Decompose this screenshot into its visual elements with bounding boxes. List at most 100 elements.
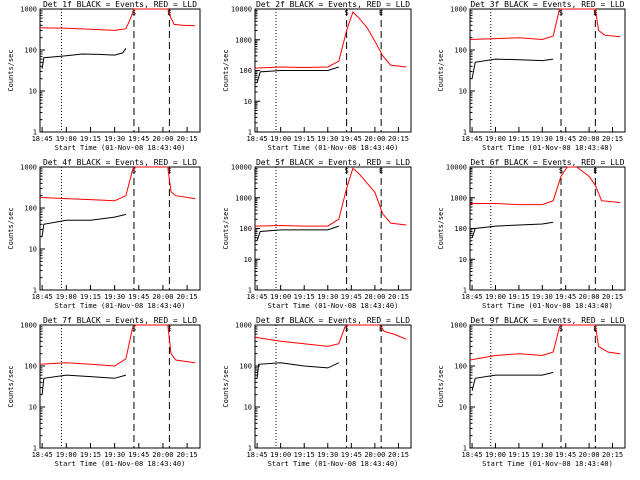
x-tick-label: 19:45: [128, 451, 149, 459]
plot-frame: [254, 324, 412, 449]
y-tick-label: 10: [244, 256, 252, 264]
x-tick-label: 20:00: [579, 293, 600, 301]
y-tick-label: 100: [24, 47, 37, 55]
lld-series-line: [39, 8, 196, 31]
panel-title: Det 1f BLACK = Events, RED = LLD: [43, 0, 197, 9]
x-tick-label: 19:00: [56, 293, 77, 301]
panel-title: Det 3f BLACK = Events, RED = LLD: [470, 0, 624, 9]
y-tick-label: 1: [463, 129, 467, 137]
x-tick-label: 20:15: [177, 293, 198, 301]
x-tick-label: 20:15: [602, 293, 623, 301]
events-series-line: [471, 371, 554, 391]
y-tick-label: 1000: [450, 6, 467, 14]
x-axis-label: Start Time (01-Nov-08 18:43:40): [482, 144, 613, 152]
panel-title: Det 4f BLACK = Events, RED = LLD: [43, 158, 197, 167]
start-marker: S: [559, 325, 563, 333]
x-axis-label: Start Time (01-Nov-08 18:43:40): [268, 144, 399, 152]
y-tick-label: 100: [454, 225, 467, 233]
start-marker: S: [132, 325, 136, 333]
x-tick-label: 18:45: [462, 135, 483, 143]
plot-frame: [39, 166, 201, 291]
x-tick-label: 19:00: [56, 451, 77, 459]
x-tick-label: 20:00: [152, 135, 173, 143]
x-tick-label: 20:00: [364, 135, 385, 143]
x-tick-label: 18:45: [247, 135, 268, 143]
x-tick-label: 19:00: [485, 293, 506, 301]
y-axis-label: Counts/sec: [7, 207, 15, 249]
y-tick-label: 10: [29, 246, 37, 254]
x-tick-label: 20:15: [602, 135, 623, 143]
y-tick-label: 1: [248, 129, 252, 137]
y-tick-label: 10: [459, 404, 467, 412]
y-tick-label: 1: [248, 287, 252, 295]
y-tick-label: 1: [33, 445, 37, 453]
x-tick-label: 19:45: [128, 135, 149, 143]
x-axis-label: Start Time (01-Nov-08 18:43:40): [268, 460, 399, 468]
y-tick-label: 1: [33, 287, 37, 295]
x-tick-label: 20:15: [177, 135, 198, 143]
y-tick-label: 1: [33, 129, 37, 137]
start-marker: S: [559, 9, 563, 17]
x-tick-label: 19:45: [341, 135, 362, 143]
y-tick-label: 1: [463, 445, 467, 453]
plot-frame: [469, 166, 626, 291]
y-tick-label: 1000: [20, 322, 37, 330]
x-tick-label: 19:15: [294, 451, 315, 459]
y-tick-label: 10: [29, 404, 37, 412]
y-tick-label: 100: [239, 225, 252, 233]
y-axis-label: Counts/sec: [437, 49, 445, 91]
y-tick-label: 10: [244, 404, 252, 412]
panel-title: Det 9f BLACK = Events, RED = LLD: [470, 316, 624, 325]
x-tick-label: 19:15: [294, 293, 315, 301]
x-tick-label: 20:15: [388, 451, 409, 459]
x-tick-label: 20:00: [579, 135, 600, 143]
end-marker: E: [379, 325, 383, 333]
events-series-line: [256, 66, 339, 83]
panel-title: Det 2f BLACK = Events, RED = LLD: [256, 0, 410, 9]
y-tick-label: 1: [463, 287, 467, 295]
plot-frame: [39, 324, 201, 449]
x-tick-label: 19:00: [270, 451, 291, 459]
x-tick-label: 19:45: [341, 293, 362, 301]
lld-series-line: [254, 324, 407, 347]
lld-series-line: [39, 324, 196, 367]
x-tick-label: 19:45: [555, 135, 576, 143]
panel-title: Det 8f BLACK = Events, RED = LLD: [256, 316, 410, 325]
lld-series-line: [39, 166, 196, 202]
start-marker: S: [345, 9, 349, 17]
x-tick-label: 18:45: [462, 293, 483, 301]
y-tick-label: 100: [24, 205, 37, 213]
x-tick-label: 19:30: [104, 135, 125, 143]
y-tick-label: 1000: [20, 6, 37, 14]
plot-frame: [469, 324, 626, 449]
end-marker: E: [379, 9, 383, 17]
y-tick-label: 10000: [446, 164, 467, 172]
panel-title: Det 5f BLACK = Events, RED = LLD: [256, 158, 410, 167]
y-tick-label: 10000: [231, 6, 252, 14]
x-tick-label: 19:15: [508, 135, 529, 143]
events-series-line: [471, 58, 554, 79]
panel-title: Det 7f BLACK = Events, RED = LLD: [43, 316, 197, 325]
y-axis-label: Counts/sec: [437, 365, 445, 407]
x-tick-label: 18:45: [462, 451, 483, 459]
x-tick-label: 19:45: [555, 451, 576, 459]
events-series-line: [471, 221, 554, 238]
events-series-line: [41, 48, 127, 69]
x-tick-label: 19:30: [317, 451, 338, 459]
y-tick-label: 100: [239, 363, 252, 371]
x-tick-label: 19:15: [80, 451, 101, 459]
y-axis-label: Counts/sec: [7, 365, 15, 407]
x-tick-label: 19:30: [532, 293, 553, 301]
y-tick-label: 1000: [235, 194, 252, 202]
x-tick-label: 20:15: [388, 293, 409, 301]
plot-frame: [469, 8, 626, 133]
end-marker: E: [379, 167, 383, 175]
start-marker: S: [345, 167, 349, 175]
